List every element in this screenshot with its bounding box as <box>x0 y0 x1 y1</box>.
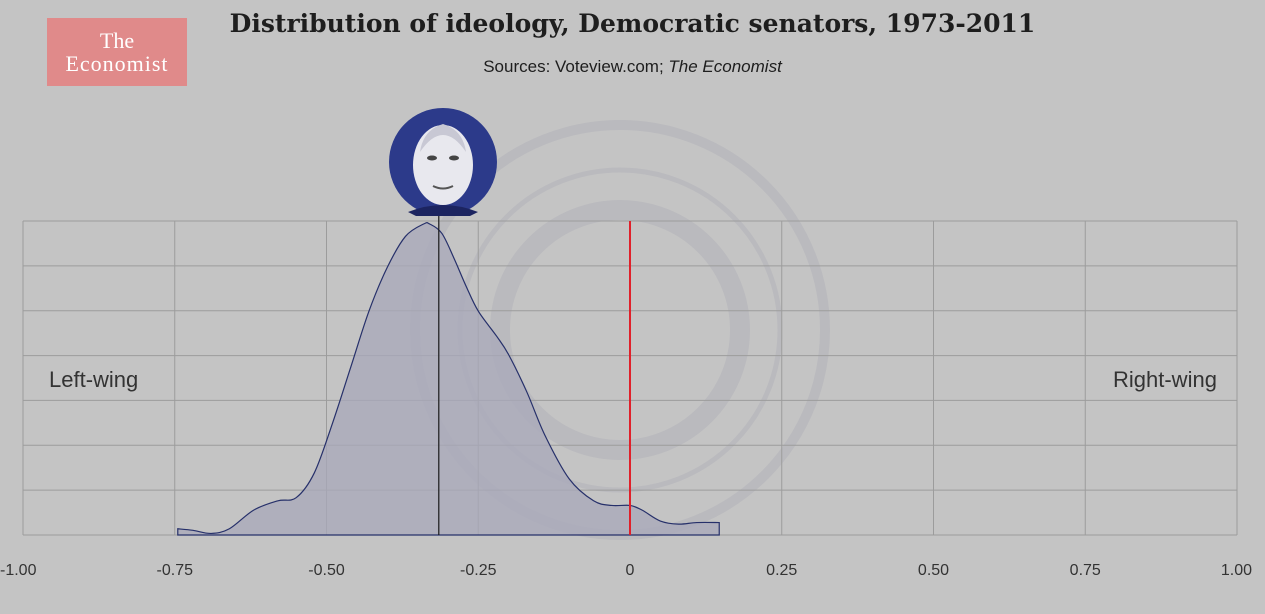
x-tick-label: 0.50 <box>918 562 949 579</box>
x-tick-label: -0.25 <box>460 562 497 579</box>
x-tick-label: 0.25 <box>766 562 797 579</box>
chart-title: Distribution of ideology, Democratic sen… <box>229 9 1036 38</box>
sources-italic: The Economist <box>668 57 782 76</box>
left-wing-label: Left-wing <box>49 367 139 392</box>
portrait-icon <box>389 108 497 216</box>
x-tick-label: -0.75 <box>157 562 194 579</box>
x-axis-ticks: -1.00 -0.75 -0.50 -0.25 0 0.25 0.50 0.75 1.00 <box>0 562 1252 579</box>
x-tick-label: 0.75 <box>1070 562 1101 579</box>
logo-line-1: The <box>99 27 135 53</box>
x-tick-label: -1.00 <box>0 562 37 579</box>
logo-line-2: Economist <box>65 50 169 76</box>
x-tick-label: 0 <box>626 562 635 579</box>
right-wing-label: Right-wing <box>1113 367 1217 392</box>
x-tick-label: 1.00 <box>1221 562 1252 579</box>
x-tick-label: -0.50 <box>308 562 345 579</box>
economist-logo: The Economist <box>47 18 187 86</box>
chart-sources: Sources: Voteview.com; The Economist <box>0 57 1265 77</box>
sources-prefix: Sources: Voteview.com; <box>483 57 669 76</box>
reference-lines <box>438 216 631 535</box>
